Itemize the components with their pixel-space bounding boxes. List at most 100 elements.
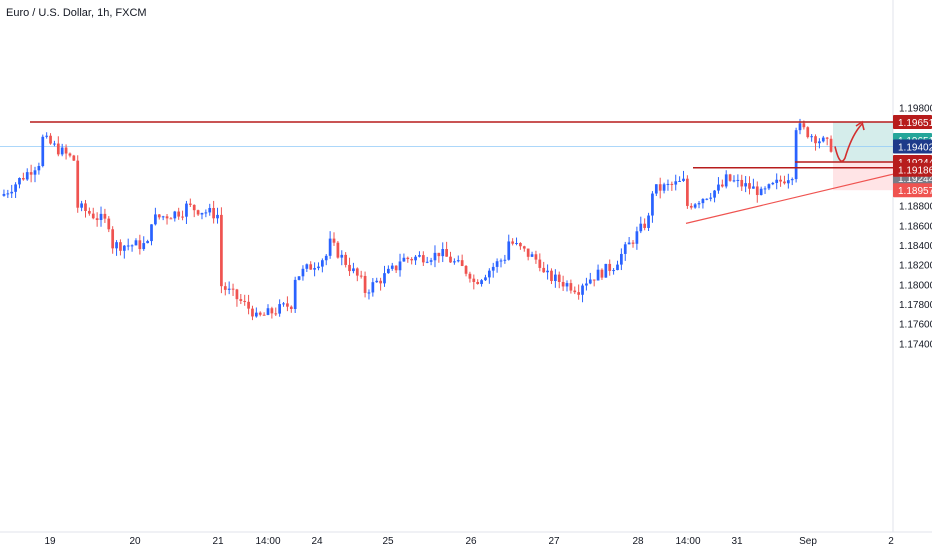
price-tick-label: 1.18400 [899, 241, 932, 252]
candle-body [511, 241, 514, 244]
candle-body [282, 303, 285, 305]
candle-body [425, 261, 429, 263]
candle-body [2, 193, 6, 196]
candle-body [686, 178, 689, 206]
candle-body [107, 218, 111, 230]
price-tick-label: 1.19800 [899, 103, 932, 114]
candle-body [293, 279, 297, 309]
candle-body [340, 254, 344, 258]
candle-body [204, 212, 208, 214]
candle-body [115, 242, 118, 249]
candle-body [352, 268, 355, 272]
price-label-badge [893, 162, 932, 177]
price-tick-label: 1.18600 [899, 221, 932, 232]
candle-body [732, 180, 736, 182]
candle-body [130, 245, 134, 247]
candle-body [161, 216, 165, 218]
candle-body [154, 214, 157, 225]
candle-body [775, 179, 779, 183]
candle-body [604, 263, 608, 278]
time-tick-label: 20 [129, 536, 141, 547]
candle-body [142, 243, 146, 250]
candle-body [239, 299, 243, 301]
candle-body [379, 280, 382, 284]
candle-body [317, 266, 320, 269]
price-tick-label: 1.18000 [899, 280, 932, 291]
candle-body [91, 213, 95, 219]
trend-line[interactable] [685, 173, 894, 224]
candle-body [581, 285, 584, 295]
candle-body [119, 242, 122, 251]
candle-body [165, 216, 169, 219]
candle-body [728, 174, 732, 181]
candle-body [697, 203, 701, 205]
candle-body [802, 123, 806, 128]
candle-body [515, 242, 518, 244]
candle-body [266, 308, 270, 315]
candle-body [208, 207, 212, 213]
candle-body [530, 254, 534, 257]
candle-body [76, 160, 80, 208]
candle-body [441, 249, 445, 257]
time-tick-label: 14:00 [675, 536, 700, 547]
candle-body [169, 218, 173, 220]
candle-body [736, 179, 740, 181]
candle-body [406, 257, 410, 260]
candle-body [814, 136, 817, 144]
candle-body [565, 283, 569, 287]
candle-body [495, 261, 499, 267]
candle-body [387, 268, 390, 274]
candle-body [666, 183, 670, 185]
candle-body [806, 127, 810, 138]
candle-body [705, 198, 709, 200]
candle-body [111, 229, 115, 249]
candle-body [305, 264, 309, 269]
candle-body [216, 214, 219, 219]
candle-body [476, 281, 480, 285]
candle-body [678, 180, 681, 182]
candle-body [185, 203, 188, 217]
candle-body [336, 242, 340, 258]
price-label-text: 1.18957 [898, 186, 932, 197]
candle-body [449, 256, 452, 263]
candle-body [88, 210, 91, 214]
candle-body [825, 137, 829, 139]
price-tick-label: 1.18800 [899, 202, 932, 213]
candle-body [375, 280, 379, 283]
price-tick-label: 1.17400 [899, 339, 932, 350]
candle-body [534, 254, 538, 260]
projection-arrow [834, 123, 863, 162]
candle-body [418, 255, 421, 257]
candle-body [608, 263, 612, 271]
candle-body [620, 253, 623, 265]
candle-body [798, 123, 802, 131]
candle-body [247, 301, 250, 309]
candle-body [21, 177, 25, 180]
candle-body [689, 205, 693, 208]
candle-body [402, 257, 406, 262]
candle-body [550, 270, 553, 281]
candle-body [18, 177, 21, 185]
price-tick-label: 1.17600 [899, 320, 932, 331]
candle-body [818, 141, 821, 144]
price-tick-label: 1.18200 [899, 261, 932, 272]
candle-body [421, 255, 425, 263]
candle-body [499, 260, 503, 262]
candle-body [759, 188, 763, 196]
candle-body [99, 213, 103, 220]
time-tick-label: 2 [888, 536, 894, 547]
candle-body [355, 268, 359, 276]
candle-body [103, 213, 107, 219]
candle-body [468, 273, 472, 279]
candle-body [573, 290, 577, 293]
candle-body [748, 183, 751, 189]
candle-body [526, 248, 530, 257]
candle-body [794, 130, 798, 180]
candle-body [41, 136, 45, 167]
candle-body [829, 138, 833, 152]
time-tick-label: 28 [632, 536, 644, 547]
candle-body [348, 264, 351, 272]
candle-body [138, 240, 142, 250]
projection-arrowhead [855, 120, 865, 131]
